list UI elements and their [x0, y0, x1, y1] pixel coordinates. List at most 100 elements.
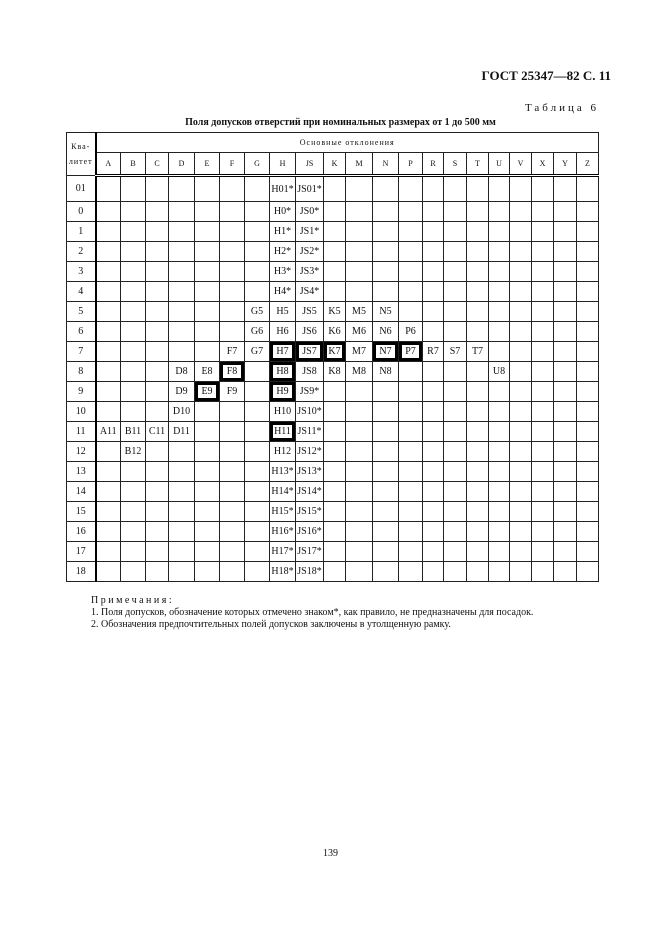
- tolerance-cell: [323, 501, 346, 522]
- tolerance-cell: JS4*: [295, 281, 324, 302]
- tolerance-cell: N7: [372, 341, 399, 362]
- tolerance-cell: H11: [269, 421, 296, 442]
- tolerance-cell: [398, 481, 423, 502]
- tolerance-cell: H6: [269, 321, 296, 342]
- tolerance-cell: [576, 421, 599, 442]
- tolerance-cell: [372, 561, 399, 582]
- tolerance-cell: JS1*: [295, 221, 324, 242]
- column-header: B: [120, 152, 146, 177]
- tolerance-cell: [345, 441, 373, 462]
- tolerance-cell: F7: [219, 341, 245, 362]
- tolerance-cell: [553, 441, 577, 462]
- tolerance-cell: [168, 301, 195, 322]
- tolerance-cell: [531, 401, 554, 422]
- tolerance-cell: G7: [244, 341, 270, 362]
- tolerance-cell: [194, 201, 220, 222]
- tolerance-cell: [372, 175, 399, 202]
- tolerance-cell: [194, 241, 220, 262]
- tolerance-cell: [95, 481, 121, 502]
- tolerance-cell: [168, 261, 195, 282]
- tolerance-cell: [488, 541, 510, 562]
- table-number: Таблица 6: [524, 102, 599, 114]
- tolerance-cell: [443, 361, 467, 382]
- tolerance-cell: [422, 321, 444, 342]
- table-row: 2 H2* JS2*: [66, 241, 599, 262]
- column-header: Z: [576, 152, 599, 177]
- tolerance-cell: [443, 501, 467, 522]
- tolerance-cell: M5: [345, 301, 373, 322]
- tolerance-cell: [120, 521, 146, 542]
- tolerance-cell: JS9*: [295, 381, 324, 402]
- tolerance-cell: [553, 301, 577, 322]
- tolerance-cell: [553, 175, 577, 202]
- tolerance-cell: [466, 421, 489, 442]
- tolerance-cell: JS2*: [295, 241, 324, 262]
- tolerance-cell: [509, 541, 532, 562]
- tolerance-cell: [398, 441, 423, 462]
- tolerance-cell: [509, 481, 532, 502]
- table-row: 01 H01* JS01*: [66, 175, 599, 202]
- tolerance-cell: [509, 221, 532, 242]
- tolerance-cell: [576, 381, 599, 402]
- tolerance-cell: [194, 221, 220, 242]
- tolerance-cell: [219, 241, 245, 262]
- tolerance-cell: [576, 321, 599, 342]
- tolerance-cell: B11: [120, 421, 146, 442]
- tolerance-cell: [194, 261, 220, 282]
- tolerance-cell: [244, 221, 270, 242]
- tolerance-cell: [323, 221, 346, 242]
- tolerance-cell: [466, 521, 489, 542]
- tolerance-cell: [219, 221, 245, 242]
- tolerance-cell: [398, 201, 423, 222]
- tolerance-cell: N8: [372, 361, 399, 382]
- tolerance-cell: JS14*: [295, 481, 324, 502]
- tolerance-cell: [345, 421, 373, 442]
- tolerance-cell: [120, 401, 146, 422]
- tolerance-cell: [509, 501, 532, 522]
- table-row: 18 H18* JS18*: [66, 561, 599, 582]
- tolerance-cell: [168, 461, 195, 482]
- table-row: 15 H15* JS15*: [66, 501, 599, 522]
- tolerance-cell: [422, 241, 444, 262]
- tolerance-cell: [422, 221, 444, 242]
- note-2: 2. Обозначения предпочтительных полей до…: [91, 619, 451, 630]
- page-number: 139: [323, 848, 338, 859]
- tolerance-cell: [509, 341, 532, 362]
- tolerance-cell: [95, 201, 121, 222]
- tolerance-cell: [219, 501, 245, 522]
- tolerance-cell: K6: [323, 321, 346, 342]
- tolerance-cell: [168, 521, 195, 542]
- tolerance-cell: [345, 221, 373, 242]
- tolerance-cell: [323, 175, 346, 202]
- tolerance-cell: [323, 561, 346, 582]
- tolerance-cell: [488, 201, 510, 222]
- tolerance-cell: [488, 401, 510, 422]
- tolerance-cell: [120, 341, 146, 362]
- tolerance-cell: [531, 221, 554, 242]
- tolerance-cell: [145, 221, 169, 242]
- tolerance-cell: [345, 461, 373, 482]
- table-row: 8 D8 E8 F8 H8 JS8 K8 M8 N8 U8: [66, 361, 599, 382]
- tolerance-cell: [120, 201, 146, 222]
- table-row: 7 F7 G7 H7 JS7 K7 M7 N7 P7 R7 S7 T7: [66, 341, 599, 362]
- tolerance-cell: [398, 501, 423, 522]
- tolerance-cell: [168, 441, 195, 462]
- tolerance-cell: [509, 421, 532, 442]
- tolerance-cell: C11: [145, 421, 169, 442]
- tolerance-cell: JS15*: [295, 501, 324, 522]
- tolerance-cell: JS3*: [295, 261, 324, 282]
- tolerance-cell: [244, 361, 270, 382]
- tolerance-cell: [372, 381, 399, 402]
- tolerance-cell: [553, 461, 577, 482]
- quality-cell: 8: [66, 361, 97, 382]
- quality-cell: 12: [66, 441, 97, 462]
- tolerance-cell: [443, 221, 467, 242]
- tolerance-cell: [323, 541, 346, 562]
- column-header: T: [466, 152, 489, 177]
- table-row: 17 H17* JS17*: [66, 541, 599, 562]
- tolerance-cell: [553, 361, 577, 382]
- tolerance-cell: [95, 461, 121, 482]
- column-header: P: [398, 152, 423, 177]
- tolerance-cell: [531, 501, 554, 522]
- column-header: U: [488, 152, 510, 177]
